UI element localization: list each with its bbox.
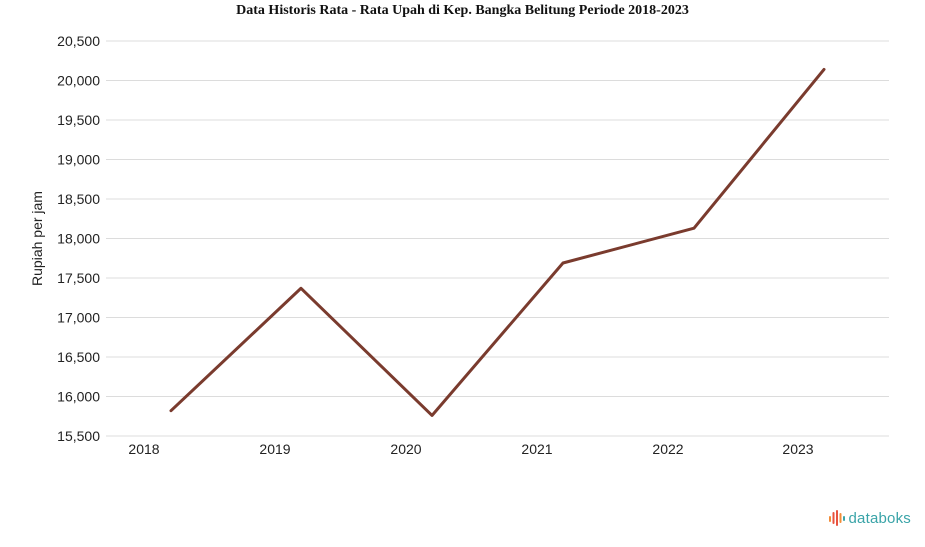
y-tick-label: 16,500 — [57, 349, 100, 365]
series-line — [169, 67, 826, 417]
y-tick-label: 16,000 — [57, 389, 100, 405]
x-tick-label: 2022 — [652, 441, 683, 457]
y-tick-label: 19,000 — [57, 152, 100, 168]
databoks-brand: databoks — [828, 509, 911, 527]
databoks-logo-icon — [828, 510, 845, 526]
grid-lines — [106, 40, 889, 437]
y-tick-label: 17,500 — [57, 270, 100, 286]
series-lines — [169, 67, 826, 417]
x-tick-label: 2021 — [521, 441, 552, 457]
x-tick-label: 2018 — [128, 441, 159, 457]
brand-name: databoks — [848, 509, 911, 527]
y-tick-labels: 15,500 16,000 16,500 17,000 17,500 18,000 18,5… — [57, 33, 100, 444]
y-tick-label: 15,500 — [57, 428, 100, 444]
x-tick-label: 2020 — [390, 441, 421, 457]
y-tick-label: 18,500 — [57, 191, 100, 207]
x-tick-label: 2023 — [782, 441, 813, 457]
y-tick-label: 19,500 — [57, 112, 100, 128]
y-tick-label: 18,000 — [57, 231, 100, 247]
y-tick-label: 20,500 — [57, 33, 100, 49]
y-tick-label: 20,000 — [57, 73, 100, 89]
chart-title: Data Historis Rata - Rata Upah di Kep. B… — [236, 3, 689, 18]
y-axis-label: Rupiah per jam — [29, 191, 45, 286]
y-tick-label: 17,000 — [57, 310, 100, 326]
x-tick-labels: 2018 2019 2020 2021 2022 2023 — [128, 441, 813, 457]
x-tick-label: 2019 — [259, 441, 290, 457]
